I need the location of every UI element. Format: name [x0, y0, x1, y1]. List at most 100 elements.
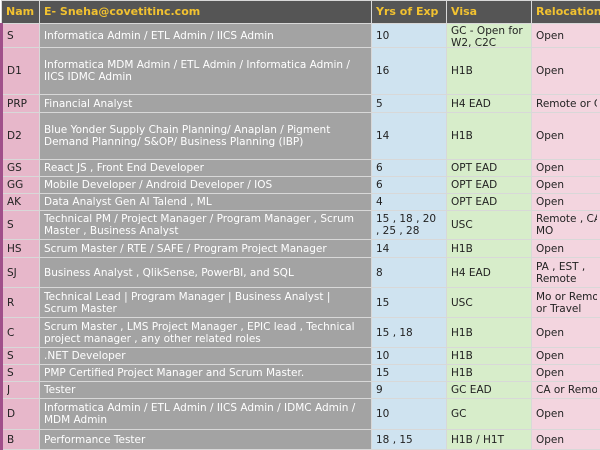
visa-text: H1B — [451, 326, 473, 339]
role-cell: Technical PM / Project Manager / Program… — [39, 210, 372, 240]
candidate-row[interactable]: S PMP Certified Project Manager and Scrum… — [0, 364, 600, 382]
relocation-cell: Open — [531, 112, 600, 160]
column-header[interactable]: Relocation — [531, 0, 600, 24]
role-text: Technical Lead | Program Manager | Busin… — [44, 290, 331, 315]
experience-text: 15 , 18 , 20 , 25 , 28 — [376, 213, 437, 237]
relocation-cell: Open — [531, 176, 600, 194]
role-cell: Scrum Master , LMS Project Manager , EPI… — [39, 317, 372, 348]
candidate-row[interactable]: S Informatica Admin / ETL Admin / IICS Ad… — [0, 23, 600, 48]
experience-text: 15 , 18 — [376, 326, 413, 339]
visa-cell: H1B — [446, 47, 532, 95]
experience-text: 16 — [376, 65, 390, 77]
role-cell: React JS , Front End Developer — [39, 159, 372, 177]
name-cell: B — [0, 429, 40, 450]
experience-text: 10 — [376, 350, 390, 362]
name-text: S — [7, 367, 14, 379]
relocation-cell: Open — [531, 398, 600, 430]
experience-text: 18 , 15 — [376, 433, 413, 446]
experience-cell: 14 — [371, 239, 447, 258]
relocation-text: Open — [536, 326, 565, 339]
candidate-row[interactable]: HS Scrum Master / RTE / SAFE / Program Pr… — [0, 239, 600, 258]
experience-text: 14 — [376, 242, 390, 255]
role-cell: Informatica Admin / ETL Admin / IICS Adm… — [39, 398, 372, 430]
visa-text: USC — [451, 296, 473, 309]
column-header[interactable]: Yrs of Exp — [371, 0, 447, 24]
name-text: D — [7, 408, 16, 420]
relocation-cell: Open — [531, 364, 600, 382]
visa-text: GC - Open for W2, C2C — [451, 24, 523, 47]
role-text: React JS , Front End Developer — [44, 162, 204, 174]
role-text: Mobile Developer / Android Developer / I… — [44, 179, 273, 191]
candidate-row[interactable]: C Scrum Master , LMS Project Manager , EP… — [0, 317, 600, 348]
column-header[interactable]: Visa — [446, 0, 532, 24]
role-text: Informatica Admin / ETL Admin / IICS Adm… — [44, 29, 274, 42]
name-cell: D2 — [0, 112, 40, 160]
visa-cell: OPT EAD — [446, 159, 532, 177]
role-cell: Performance Tester — [39, 429, 372, 450]
relocation-cell: Open — [531, 239, 600, 258]
candidate-row[interactable]: S .NET Developer 10 H1B Open — [0, 347, 600, 365]
relocation-text: Open — [536, 367, 565, 379]
name-cell: S — [0, 364, 40, 382]
role-cell: .NET Developer — [39, 347, 372, 365]
relocation-text: Open — [536, 130, 565, 142]
visa-text: H1B — [451, 65, 473, 77]
name-text: R — [7, 296, 15, 309]
visa-cell: H1B — [446, 239, 532, 258]
experience-cell: 18 , 15 — [371, 429, 447, 450]
experience-text: 5 — [376, 97, 383, 110]
relocation-text: Open — [536, 196, 565, 208]
visa-text: H1B / H1T — [451, 433, 504, 446]
experience-text: 10 — [376, 29, 390, 42]
name-text: J — [7, 384, 11, 396]
role-cell: Tester — [39, 381, 372, 399]
visa-text: H4 EAD — [451, 97, 491, 110]
column-header[interactable]: E- Sneha@covetitinc.com — [39, 0, 372, 24]
role-cell: Scrum Master / RTE / SAFE / Program Proj… — [39, 239, 372, 258]
role-text: Data Analyst Gen AI Talend , ML — [44, 196, 212, 208]
name-text: GS — [7, 162, 22, 174]
candidate-row[interactable]: D2 Blue Yonder Supply Chain Planning/ Ana… — [0, 112, 600, 160]
candidate-row[interactable]: B Performance Tester 18 , 15 H1B / H1T Open — [0, 429, 600, 450]
name-cell: GS — [0, 159, 40, 177]
candidate-row[interactable]: PRP Financial Analyst 5 H4 EAD Remote or C — [0, 94, 600, 113]
candidate-row[interactable]: J Tester 9 GC EAD CA or Remot — [0, 381, 600, 399]
experience-text: 9 — [376, 384, 383, 396]
visa-text: USC — [451, 219, 473, 231]
experience-cell: 5 — [371, 94, 447, 113]
relocation-cell: Open — [531, 159, 600, 177]
role-text: Performance Tester — [44, 433, 146, 446]
role-text: Scrum Master , LMS Project Manager , EPI… — [44, 320, 355, 345]
relocation-text: Open — [536, 242, 565, 255]
visa-cell: H4 EAD — [446, 94, 532, 113]
visa-cell: OPT EAD — [446, 176, 532, 194]
column-header[interactable]: Nam — [1, 0, 40, 24]
candidate-row[interactable]: D1 Informatica MDM Admin / ETL Admin / In… — [0, 47, 600, 95]
relocation-text: Remote or C — [536, 97, 597, 110]
name-cell: C — [0, 317, 40, 348]
experience-text: 8 — [376, 266, 383, 279]
visa-cell: USC — [446, 287, 532, 318]
role-cell: Blue Yonder Supply Chain Planning/ Anapl… — [39, 112, 372, 160]
relocation-cell: Open — [531, 317, 600, 348]
candidate-row[interactable]: GS React JS , Front End Developer 6 OPT EAD… — [0, 159, 600, 177]
candidate-row[interactable]: SJ Business Analyst , QlikSense, PowerBI,… — [0, 257, 600, 288]
experience-cell: 10 — [371, 23, 447, 48]
visa-cell: USC — [446, 210, 532, 240]
candidate-row[interactable]: GG Mobile Developer / Android Developer /… — [0, 176, 600, 194]
role-text: Business Analyst , QlikSense, PowerBI, a… — [44, 266, 294, 279]
experience-cell: 8 — [371, 257, 447, 288]
candidate-row[interactable]: S Technical PM / Project Manager / Progra… — [0, 210, 600, 240]
experience-cell: 6 — [371, 159, 447, 177]
visa-cell: GC - Open for W2, C2C — [446, 23, 532, 48]
header-row: Nam E- Sneha@covetitinc.com Yrs of Exp Visa… — [1, 0, 600, 24]
candidate-row[interactable]: R Technical Lead | Program Manager | Busi… — [0, 287, 600, 318]
name-text: S — [7, 29, 14, 42]
name-cell: GG — [0, 176, 40, 194]
role-cell: Data Analyst Gen AI Talend , ML — [39, 193, 372, 211]
name-cell: S — [0, 210, 40, 240]
candidate-row[interactable]: D Informatica Admin / ETL Admin / IICS Ad… — [0, 398, 600, 430]
candidate-row[interactable]: AK Data Analyst Gen AI Talend , ML 4 OPT EA… — [0, 193, 600, 211]
